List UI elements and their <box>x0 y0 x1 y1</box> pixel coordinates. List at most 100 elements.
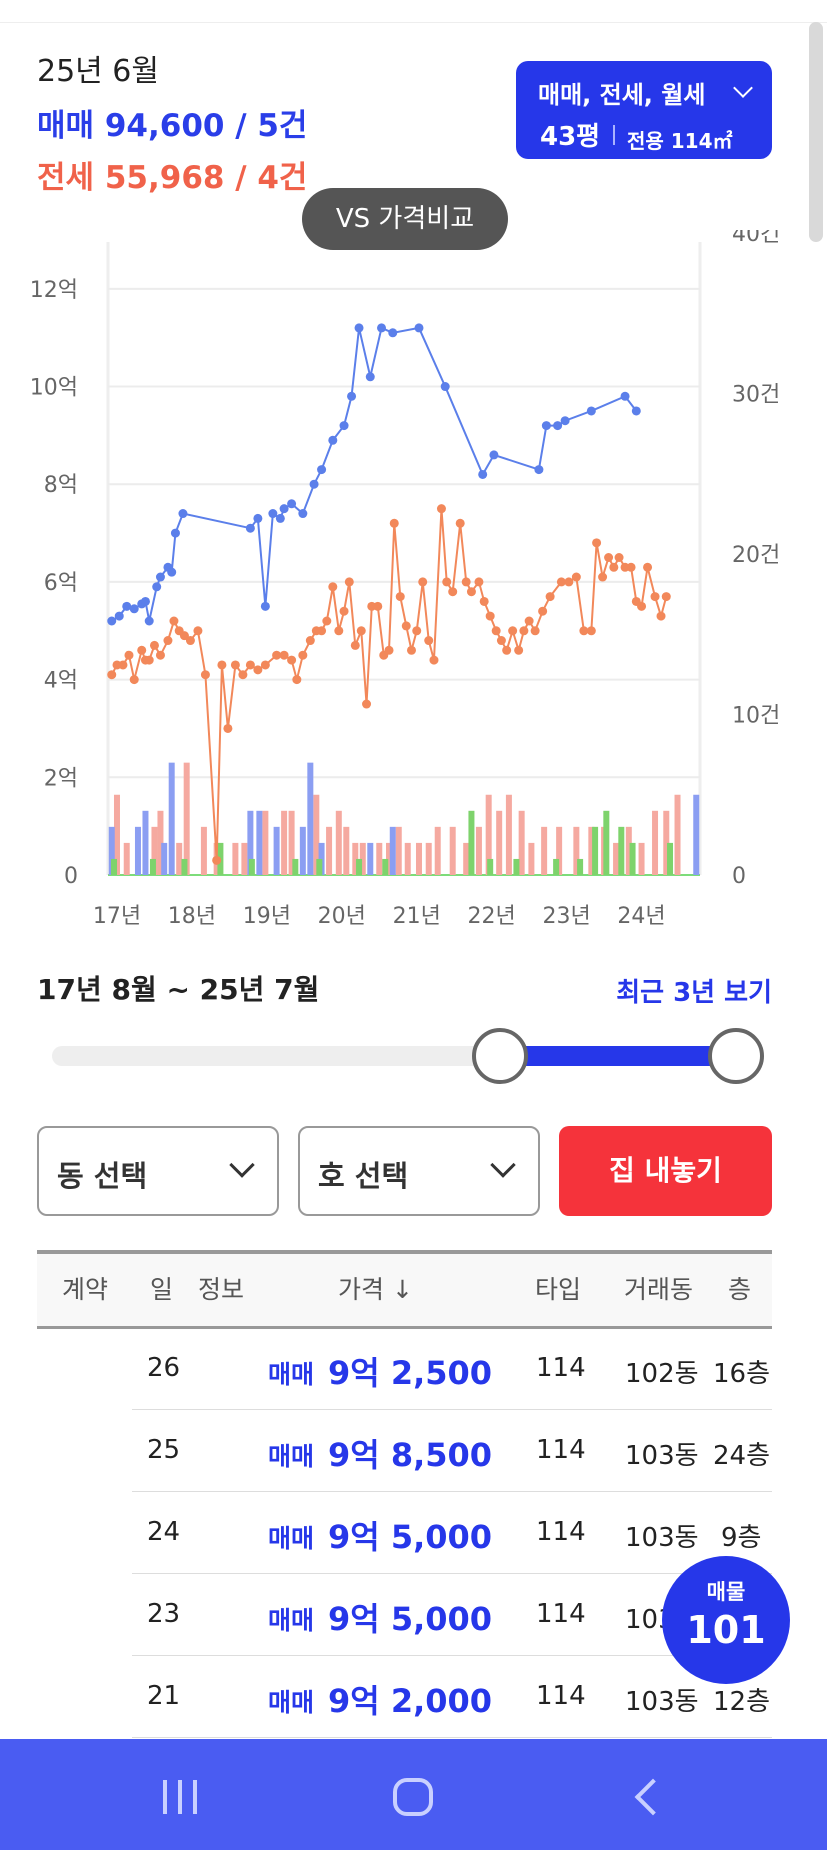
volume-bar <box>518 810 525 875</box>
volume-bar <box>496 810 503 875</box>
row-type: 114 <box>536 1435 586 1465</box>
lease-price-point <box>448 587 458 597</box>
sale-price-point <box>317 465 327 475</box>
lease-price-point <box>643 562 653 572</box>
sale-price-point <box>478 469 488 479</box>
home-icon[interactable] <box>393 1778 433 1816</box>
header-type[interactable]: 타입 <box>535 1275 582 1304</box>
lease-price-point <box>564 577 574 587</box>
header-floor[interactable]: 층 <box>728 1275 752 1304</box>
sale-price-point <box>388 328 398 338</box>
range-slider-start-handle[interactable] <box>472 1028 528 1084</box>
header-price[interactable]: 가격 ↓ <box>338 1275 413 1304</box>
row-price: 9억 2,500 <box>328 1354 493 1392</box>
sale-price-point <box>298 509 308 519</box>
deal-type-dropdown[interactable]: 매매, 전세, 월세 43평 전용 114㎡ <box>516 61 772 159</box>
x-tick-label: 17년 <box>93 904 141 929</box>
row-day: 25 <box>147 1435 181 1465</box>
lease-summary: 전세 55,968 / 4건 <box>37 160 308 196</box>
vs-compare-button[interactable]: VS 가격비교 <box>302 188 508 250</box>
volume-bar <box>292 858 299 875</box>
row-floor: 12층 <box>713 1687 771 1717</box>
lease-price-point <box>508 626 518 636</box>
system-nav-bar <box>0 1739 827 1850</box>
ho-select[interactable]: 호 선택 <box>298 1126 540 1216</box>
lease-price-point <box>604 553 614 562</box>
volume-bar <box>376 842 383 875</box>
pyeong-label: 43평 <box>540 122 601 152</box>
lease-price-point <box>661 592 671 602</box>
header-building[interactable]: 거래동 <box>624 1275 694 1304</box>
lease-price-point <box>238 670 248 680</box>
volume-bar <box>232 842 239 875</box>
volume-bar <box>513 858 520 875</box>
volume-bar <box>359 842 366 875</box>
volume-bar <box>161 842 168 875</box>
volume-bar <box>183 762 190 875</box>
sale-price-point <box>144 616 154 626</box>
lease-price-point <box>163 636 173 646</box>
price-chart[interactable]: 0 2억 4억 6억 8억 10억 12억 0 10건 20건 30건 40건 17년 18년 19년 20년… <box>0 230 827 940</box>
lease-price-point <box>292 675 302 685</box>
volume-bar <box>356 858 363 875</box>
row-day: 24 <box>147 1517 181 1547</box>
sale-price-point <box>279 504 289 514</box>
header-day[interactable]: 일 <box>150 1275 174 1304</box>
lease-price-point <box>485 611 495 621</box>
recent-3-years-link[interactable]: 최근 3년 보기 <box>616 978 772 1008</box>
row-price: 9억 2,000 <box>328 1682 493 1720</box>
lease-price-point <box>436 504 446 514</box>
volume-bar <box>113 794 120 875</box>
lease-price-point <box>328 582 338 592</box>
lease-price-point <box>461 577 471 587</box>
volume-bar <box>352 842 359 875</box>
volume-bar <box>475 826 482 875</box>
lease-price-point <box>155 650 165 660</box>
sale-summary: 매매 94,600 / 5건 <box>37 108 308 144</box>
row-kind: 매매 <box>268 1360 315 1389</box>
lease-price-point <box>287 655 297 665</box>
lease-price-point <box>519 626 529 636</box>
listings-count-button[interactable]: 매물 101 <box>662 1556 790 1684</box>
sale-price-point <box>287 499 297 509</box>
lease-price-point <box>474 577 484 587</box>
lease-price-point <box>373 601 383 611</box>
volume-bar <box>505 794 512 875</box>
y-right-tick-label: 20건 <box>732 543 780 568</box>
lease-price-point <box>592 538 602 548</box>
lease-price-point <box>491 626 501 636</box>
volume-bar <box>618 826 625 875</box>
lease-price-point <box>118 660 128 670</box>
sale-price-point <box>534 465 544 475</box>
lease-price-point <box>305 636 315 646</box>
table-top-border <box>37 1250 772 1254</box>
lease-price-point <box>429 655 439 665</box>
lease-price-point <box>455 518 465 528</box>
volume-bar <box>528 842 535 875</box>
x-tick-label: 20년 <box>318 904 366 929</box>
scrollbar[interactable] <box>809 22 823 242</box>
y-right-tick-label: 0 <box>732 864 746 889</box>
dong-select[interactable]: 동 선택 <box>37 1126 279 1216</box>
lease-price-point <box>137 645 147 655</box>
volume-bar <box>200 826 207 875</box>
lease-price-point <box>149 640 159 650</box>
list-house-button[interactable]: 집 내놓기 <box>559 1126 772 1216</box>
header-info[interactable]: 정보 <box>198 1275 245 1304</box>
volume-bar <box>386 842 393 875</box>
lease-price-point <box>406 645 416 655</box>
volume-bar <box>108 826 115 875</box>
lease-price-point <box>637 601 647 611</box>
header-contract[interactable]: 계약 <box>62 1275 109 1304</box>
row-floor: 24층 <box>713 1441 771 1471</box>
volume-bar <box>256 810 263 875</box>
row-divider <box>132 1491 772 1492</box>
volume-bar <box>629 842 636 875</box>
recent-apps-icon[interactable] <box>163 1780 199 1814</box>
sale-price-point <box>309 479 319 489</box>
sale-price-point <box>328 435 338 445</box>
volume-bar <box>434 826 441 875</box>
y-left-tick-label: 0 <box>64 864 78 889</box>
date-range-label: 17년 8월 ~ 25년 7월 <box>37 973 320 1006</box>
range-slider-end-handle[interactable] <box>708 1028 764 1084</box>
